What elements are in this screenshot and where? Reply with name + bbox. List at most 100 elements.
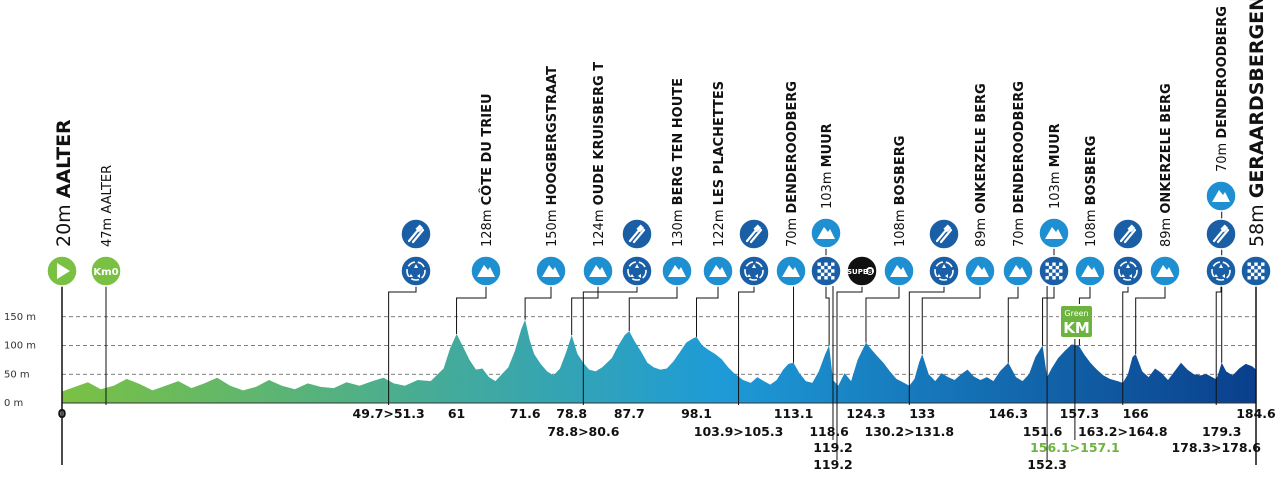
- km-label: 163.2>164.8: [1078, 424, 1168, 439]
- feed-zone-cutlery-icon: [1205, 218, 1237, 250]
- km-label: 119.2: [813, 440, 853, 455]
- check-square: [1055, 265, 1060, 270]
- climb-mountain-icon: [964, 255, 996, 287]
- elevation-area: [62, 319, 1256, 403]
- icon-circle: [1112, 255, 1144, 287]
- check-square: [820, 265, 825, 270]
- super-digit-bg: [866, 267, 874, 275]
- y-tick-label: 150 m: [4, 312, 36, 323]
- check-square: [1055, 272, 1060, 277]
- km-labels: 0 49.7>51.3 61 71.6 78.8 78.8>80.6 87.7 98.1 103…: [58, 406, 1276, 472]
- climb-name: DENDEROODBERG: [1012, 81, 1027, 214]
- climb-mountain-icon: [1074, 255, 1106, 287]
- zone-line: [1215, 286, 1222, 405]
- climb-leader-line: [524, 286, 552, 320]
- super-label: SUPER: [847, 268, 874, 276]
- cutlery-shape: [745, 227, 763, 244]
- climb-name: CÔTE DU TRIEU: [479, 94, 495, 206]
- climb-leader-line: [1007, 286, 1019, 363]
- check-square: [824, 276, 828, 280]
- check-square: [1254, 262, 1258, 266]
- cutlery-shape: [628, 227, 646, 244]
- finish-flag-icon: [1240, 255, 1272, 287]
- icon-circle: [928, 255, 960, 287]
- super-digit: 8: [868, 268, 873, 276]
- climb-name: BOSBERG: [893, 136, 908, 206]
- feed-zone-cutlery-icon: [621, 218, 653, 250]
- climb-altitude: 108m: [893, 205, 908, 247]
- climb-leader-line: [865, 286, 900, 343]
- feed-zone-cutlery-icon: [738, 218, 770, 250]
- zone-line: [738, 286, 755, 405]
- climb-mountain-icon: [470, 255, 502, 287]
- km-label: 184.6: [1236, 406, 1276, 421]
- climb-name: HOOGBERGSTRAAT: [545, 66, 560, 205]
- cutlery-head: [1220, 224, 1229, 233]
- check-square: [1059, 276, 1063, 280]
- checkered-sprint-icon: [810, 255, 842, 287]
- climb-label: 103m MUUR: [1048, 123, 1063, 209]
- start-name: AALTER: [53, 119, 75, 198]
- check-square: [820, 272, 825, 277]
- waste-zone-recycle-icon: [1112, 255, 1144, 287]
- climb-name: MUUR: [1048, 123, 1063, 167]
- check-square: [824, 262, 828, 266]
- cutlery-shape: [1119, 227, 1137, 244]
- cutlery-shape: [1212, 227, 1230, 244]
- y-tick-label: 0 m: [4, 398, 23, 409]
- start-flag-icon: [46, 255, 78, 287]
- km-label: 71.6: [510, 406, 541, 421]
- check-square: [1045, 276, 1049, 280]
- cutlery-shape: [407, 227, 425, 244]
- check-square: [1247, 262, 1251, 266]
- check-square: [1048, 265, 1053, 270]
- climb-name: DENDEROODBERG: [1215, 6, 1230, 139]
- green-km-label2: KM: [1063, 319, 1090, 337]
- check-square: [1261, 276, 1265, 280]
- climb-mountain-icon: [1149, 255, 1181, 287]
- finish-name: GERAARDSBERGEN: [1246, 0, 1268, 198]
- check-square: [1257, 265, 1262, 270]
- climb-altitude: 130m: [671, 205, 686, 247]
- km-label: 98.1: [681, 406, 712, 421]
- waste-zone-recycle-icon: [738, 255, 770, 287]
- cutlery-head: [753, 224, 762, 233]
- climb-label: 89m ONKERZELE BERG: [974, 83, 989, 247]
- climb-altitude: 89m: [1159, 214, 1174, 247]
- mountain-shape: [782, 265, 800, 277]
- km0-label: 47m AALTER: [100, 165, 115, 247]
- recycle-arrows: [1211, 261, 1231, 281]
- km-label: 113.1: [774, 406, 814, 421]
- recycle-heads: [747, 264, 758, 278]
- check-square: [827, 265, 832, 270]
- climb-mountain-icon: [883, 255, 915, 287]
- climb-label: 130m BERG TEN HOUTE: [671, 78, 686, 247]
- climb-altitude: 150m: [545, 205, 560, 247]
- climb-mountain-icon: [661, 255, 693, 287]
- icon-circle: [90, 255, 122, 287]
- finish-label: 58m GERAARDSBERGEN: [1246, 0, 1268, 247]
- climb-mountain-icon: [1038, 217, 1070, 249]
- zone-line: [388, 286, 417, 405]
- climb-altitude: 122m: [712, 205, 727, 247]
- km0-name: AALTER: [100, 165, 115, 214]
- green-km-box: [1059, 304, 1094, 339]
- check-square: [1052, 269, 1056, 273]
- icon-circle: [1205, 255, 1237, 287]
- recycle-arrows: [744, 261, 764, 281]
- climb-name: MUUR: [820, 123, 835, 167]
- recycle-heads: [630, 264, 641, 278]
- mountain-shape: [542, 265, 560, 277]
- climb-altitude: 124m: [592, 205, 607, 247]
- cutlery-head: [943, 224, 952, 233]
- climb-mountain-icon: [775, 255, 807, 287]
- check-square: [817, 276, 821, 280]
- check-square: [1045, 262, 1049, 266]
- climb-label: 89m ONKERZELE BERG: [1159, 83, 1174, 247]
- check-square: [1254, 269, 1258, 273]
- climb-leader-line: [571, 286, 599, 336]
- check-square: [817, 269, 821, 273]
